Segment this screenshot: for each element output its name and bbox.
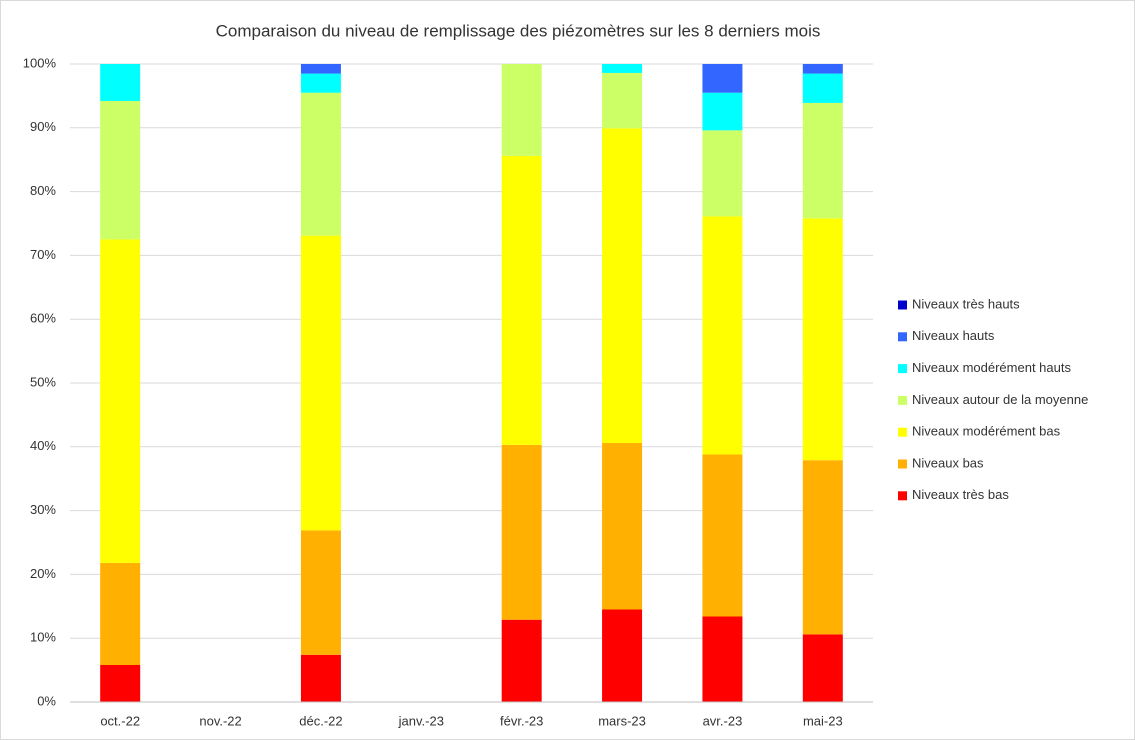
- bar-segment: [702, 454, 743, 617]
- x-tick-label: avr.-23: [703, 713, 743, 728]
- bar-segment: [300, 235, 341, 531]
- bar-segment: [602, 128, 643, 443]
- bar-segment: [300, 92, 341, 236]
- bar-segment: [300, 654, 341, 702]
- y-tick-label: 50%: [30, 374, 56, 389]
- bar-segment: [300, 530, 341, 655]
- legend-label: Niveaux autour de la moyenne: [912, 392, 1088, 407]
- legend-swatch: [898, 395, 907, 405]
- bar-segment: [300, 73, 341, 93]
- bar-segment: [602, 442, 643, 610]
- legend-swatch: [898, 427, 907, 437]
- bar-segment: [602, 64, 643, 73]
- y-tick-label: 0%: [37, 693, 56, 708]
- bar-segment: [702, 130, 743, 217]
- y-tick-label: 100%: [23, 55, 57, 70]
- bar-segment: [702, 616, 743, 702]
- bar-segment: [702, 216, 743, 455]
- legend-swatch: [898, 491, 907, 501]
- legend-label: Niveaux très bas: [912, 487, 1009, 502]
- bar-segment: [100, 562, 141, 665]
- bar-segment: [802, 64, 843, 74]
- legend-label: Niveaux très hauts: [912, 296, 1020, 311]
- bar-segment: [802, 102, 843, 219]
- x-tick-label: nov.-22: [199, 713, 241, 728]
- chart-title: Comparaison du niveau de remplissage des…: [216, 21, 821, 40]
- bar-segment: [100, 664, 141, 702]
- x-tick-label: févr.-23: [500, 713, 543, 728]
- bar-segment: [100, 64, 141, 102]
- x-tick-label: mai-23: [803, 713, 843, 728]
- y-tick-label: 10%: [30, 630, 56, 645]
- bar-segment: [602, 609, 643, 702]
- y-tick-label: 90%: [30, 119, 56, 134]
- bar-segment: [100, 239, 141, 563]
- legend-swatch: [898, 364, 907, 374]
- bar-segment: [802, 634, 843, 702]
- legend-swatch: [898, 300, 907, 310]
- bar-segment: [501, 444, 542, 620]
- x-tick-label: déc.-22: [299, 713, 342, 728]
- y-tick-label: 30%: [30, 502, 56, 517]
- bar-segment: [802, 460, 843, 635]
- y-tick-label: 40%: [30, 438, 56, 453]
- y-tick-label: 20%: [30, 566, 56, 581]
- bar-segment: [702, 64, 743, 93]
- bar-segment: [602, 72, 643, 129]
- x-tick-label: mars-23: [598, 713, 646, 728]
- bar-segment: [501, 619, 542, 702]
- bar-segment: [802, 73, 843, 103]
- bar-segment: [802, 218, 843, 461]
- y-tick-label: 60%: [30, 311, 56, 326]
- legend-label: Niveaux modérément hauts: [912, 360, 1071, 375]
- bar-segment: [702, 92, 743, 131]
- bar-segment: [501, 64, 542, 156]
- bar-segment: [100, 101, 141, 240]
- legend-swatch: [898, 332, 907, 342]
- bar-segment: [300, 64, 341, 74]
- legend-label: Niveaux bas: [912, 455, 984, 470]
- y-tick-label: 80%: [30, 183, 56, 198]
- y-tick-label: 70%: [30, 247, 56, 262]
- legend-swatch: [898, 459, 907, 469]
- legend-label: Niveaux modérément bas: [912, 424, 1061, 439]
- x-tick-label: oct.-22: [100, 713, 140, 728]
- bar-segment: [501, 155, 542, 445]
- legend-label: Niveaux hauts: [912, 328, 995, 343]
- x-tick-label: janv.-23: [398, 713, 444, 728]
